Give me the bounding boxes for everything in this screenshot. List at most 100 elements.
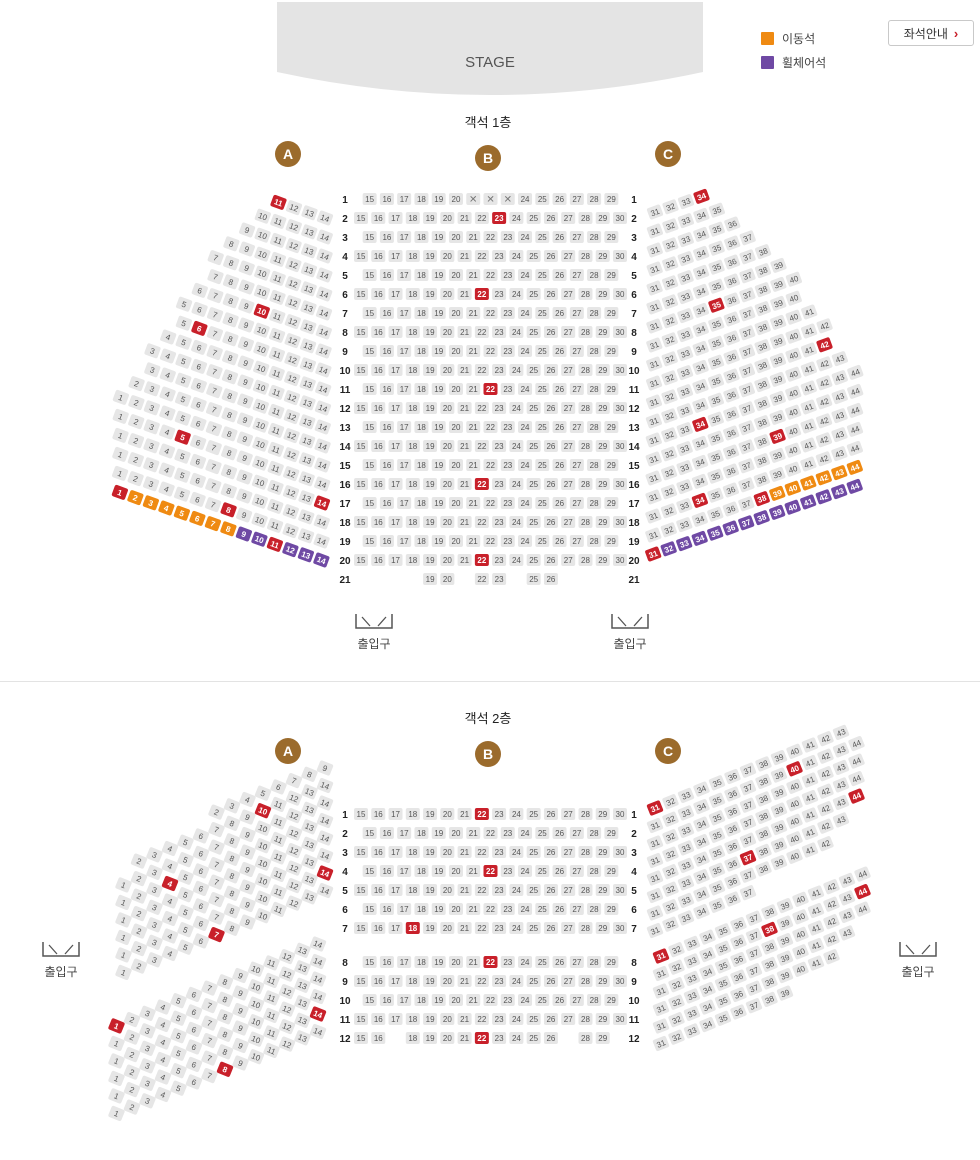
center-seat[interactable]: 21 <box>457 478 472 490</box>
center-seat[interactable]: 17 <box>388 250 403 262</box>
left-wing-seat[interactable]: 14 <box>316 267 333 283</box>
center-seat[interactable]: 17 <box>397 383 412 395</box>
center-seat[interactable]: 19 <box>431 269 446 281</box>
right-wing-seat[interactable]: 39 <box>776 932 794 949</box>
center-seat[interactable]: 20 <box>440 516 455 528</box>
center-seat[interactable]: 25 <box>526 288 541 300</box>
right-wing-seat[interactable]: 32 <box>668 977 685 993</box>
left-wing-seat[interactable]: 12 <box>285 276 302 292</box>
left-wing-seat[interactable]: 8 <box>220 502 237 518</box>
center-seat[interactable]: 15 <box>354 846 368 858</box>
right-wing-seat[interactable]: 31 <box>646 204 664 220</box>
left-wing-seat[interactable]: 6 <box>189 510 206 526</box>
right-wing-seat[interactable]: 38 <box>754 244 772 260</box>
left-wing-seat[interactable]: 11 <box>263 955 280 971</box>
center-seat[interactable]: 27 <box>561 808 576 820</box>
center-seat[interactable]: 19 <box>423 922 438 934</box>
center-seat[interactable]: 21 <box>457 1013 472 1025</box>
center-seat[interactable]: 23 <box>492 250 507 262</box>
center-seat[interactable]: 25 <box>535 497 550 509</box>
left-wing-seat[interactable]: 7 <box>208 839 225 855</box>
right-wing-seat[interactable]: 37 <box>738 420 755 436</box>
center-seat[interactable]: 25 <box>535 345 550 357</box>
right-wing-seat[interactable]: 40 <box>786 778 803 794</box>
right-wing-seat[interactable]: 44 <box>846 402 864 418</box>
right-wing-seat[interactable]: 37 <box>745 910 763 926</box>
center-seat[interactable]: 16 <box>371 326 386 338</box>
right-wing-seat[interactable]: 41 <box>801 807 819 823</box>
center-seat[interactable]: 27 <box>561 440 576 452</box>
center-seat[interactable]: 19 <box>423 516 438 528</box>
right-wing-seat[interactable]: 44 <box>854 866 871 882</box>
center-seat[interactable]: 19 <box>423 808 438 820</box>
right-wing-seat[interactable]: 38 <box>755 791 772 807</box>
left-wing-seat[interactable]: 5 <box>175 353 192 369</box>
right-wing-seat[interactable]: 43 <box>838 890 856 906</box>
center-seat[interactable]: 16 <box>371 808 386 820</box>
right-wing-seat[interactable]: 35 <box>708 880 726 896</box>
right-wing-seat[interactable]: 33 <box>677 308 694 324</box>
right-wing-seat[interactable]: 37 <box>739 815 757 831</box>
left-wing-seat[interactable]: 13 <box>298 471 315 487</box>
right-wing-seat[interactable]: 31 <box>646 242 663 258</box>
right-wing-seat[interactable]: 32 <box>660 503 677 519</box>
left-wing-seat[interactable]: 7 <box>206 345 223 361</box>
left-wing-seat[interactable]: 4 <box>154 1016 172 1033</box>
seat-guide-button[interactable]: 좌석안내 › <box>888 20 974 46</box>
left-wing-seat[interactable]: 7 <box>205 478 222 494</box>
left-wing-seat[interactable]: 2 <box>123 1011 141 1028</box>
left-wing-seat[interactable]: 12 <box>283 428 300 444</box>
center-seat[interactable]: 28 <box>587 421 602 433</box>
left-wing-seat[interactable]: 4 <box>161 893 179 909</box>
left-wing-seat[interactable]: 10 <box>251 531 268 547</box>
right-wing-seat[interactable]: 35 <box>714 993 732 1009</box>
center-seat[interactable]: 24 <box>509 1013 524 1025</box>
center-seat[interactable]: 21 <box>457 364 472 376</box>
left-wing-seat[interactable]: 7 <box>285 772 303 789</box>
center-seat[interactable]: 15 <box>354 1032 368 1044</box>
right-wing-seat[interactable]: 40 <box>785 385 802 401</box>
left-wing-seat[interactable]: 2 <box>130 958 148 974</box>
right-wing-seat[interactable]: 36 <box>724 803 741 820</box>
right-wing-seat[interactable]: 39 <box>770 276 787 292</box>
center-seat[interactable]: 30 <box>613 364 627 376</box>
center-seat[interactable]: 29 <box>595 516 610 528</box>
left-wing-seat[interactable]: 10 <box>254 208 271 224</box>
left-wing-seat[interactable]: 6 <box>185 1004 203 1020</box>
left-wing-seat[interactable]: 5 <box>170 1028 187 1044</box>
right-wing-seat[interactable]: 34 <box>692 416 709 432</box>
left-wing-seat[interactable]: 5 <box>170 1063 187 1079</box>
center-seat[interactable]: 26 <box>543 212 558 224</box>
left-wing-seat[interactable]: 13 <box>300 262 317 278</box>
right-wing-seat[interactable]: 40 <box>785 404 802 420</box>
left-wing-seat[interactable]: 13 <box>299 376 316 392</box>
right-wing-seat[interactable]: 39 <box>770 295 787 311</box>
center-seat[interactable]: 29 <box>604 383 619 395</box>
center-seat[interactable]: 19 <box>423 554 438 566</box>
right-wing-seat[interactable]: 32 <box>661 313 678 329</box>
center-seat[interactable]: 22 <box>474 808 489 820</box>
right-wing-seat[interactable]: 42 <box>817 731 834 747</box>
left-wing-seat[interactable]: 14 <box>316 882 334 899</box>
center-seat[interactable]: ✕ <box>483 193 498 206</box>
center-seat[interactable]: 27 <box>569 994 584 1006</box>
center-seat[interactable]: 26 <box>543 573 558 585</box>
right-wing-seat[interactable]: 34 <box>693 851 710 867</box>
center-seat[interactable]: 19 <box>423 975 438 987</box>
left-wing-seat[interactable]: 10 <box>254 227 271 243</box>
center-seat[interactable]: 22 <box>474 516 489 528</box>
right-wing-seat[interactable]: 38 <box>755 861 772 877</box>
right-wing-seat[interactable]: 37 <box>738 382 755 398</box>
center-seat[interactable]: 30 <box>613 975 627 987</box>
center-seat[interactable]: 15 <box>362 903 377 915</box>
left-wing-seat[interactable]: 12 <box>278 966 296 982</box>
center-seat[interactable]: 28 <box>587 307 602 319</box>
left-wing-seat[interactable]: 12 <box>278 948 296 965</box>
center-seat[interactable]: 22 <box>474 478 489 490</box>
center-seat[interactable]: 16 <box>371 516 386 528</box>
right-wing-seat[interactable]: 33 <box>677 857 695 873</box>
left-wing-seat[interactable]: 2 <box>130 870 148 887</box>
left-wing-seat[interactable]: 13 <box>300 281 317 297</box>
left-wing-seat[interactable]: 8 <box>223 236 240 252</box>
center-seat[interactable]: 27 <box>561 1013 576 1025</box>
